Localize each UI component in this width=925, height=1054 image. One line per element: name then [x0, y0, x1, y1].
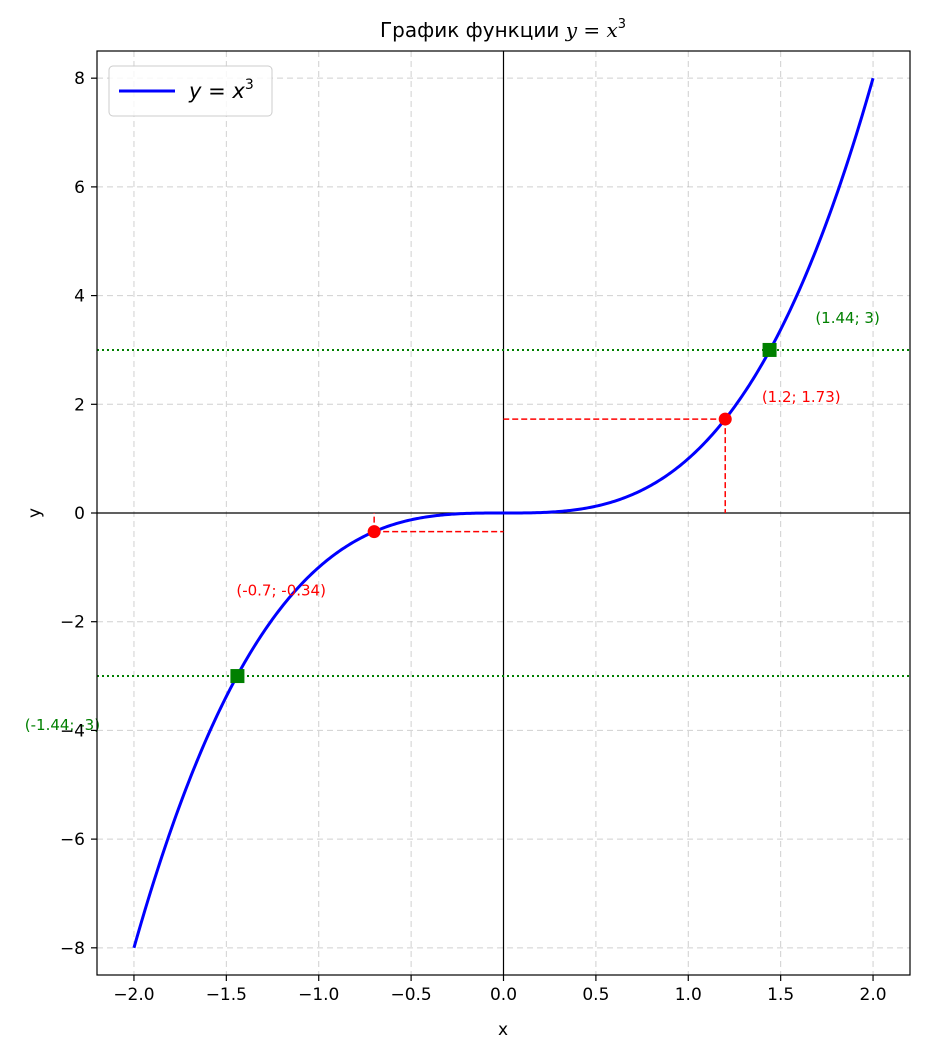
chart-title: График функции y = x3 [380, 17, 626, 42]
y-tick-label: 8 [74, 69, 85, 89]
y-tick-label: 2 [74, 395, 85, 415]
legend-label-math: y = x [188, 79, 245, 103]
plot-content [97, 51, 910, 975]
x-tick-label: 2.0 [860, 985, 887, 1005]
y-tick-label: 6 [74, 178, 85, 198]
y-tick-label: −8 [60, 939, 85, 959]
data-point [718, 412, 732, 426]
plot-area: (-0.7; -0.34) (1.2; 1.73) (1.44; 3) (-1.44;… [25, 50, 911, 1005]
x-tick-label: −1.5 [206, 985, 247, 1005]
x-axis-label: x [498, 1020, 508, 1040]
x-tick-label: 0.5 [582, 985, 609, 1005]
data-label: (1.44; 3) [815, 309, 879, 327]
y-tick-label: 0 [74, 504, 85, 524]
data-point [762, 342, 777, 357]
x-tick-label: 1.5 [767, 985, 794, 1005]
data-point [367, 525, 381, 539]
legend: y = x3 [108, 65, 273, 117]
x-tick-label: −1.0 [298, 985, 339, 1005]
y-axis-label: y [25, 508, 45, 518]
y-tick-label: −2 [60, 613, 85, 633]
data-point [230, 669, 245, 684]
y-tick-label: −4 [60, 721, 85, 741]
data-label: (-0.7; -0.34) [236, 582, 326, 600]
legend-label: y = x3 [188, 77, 254, 103]
chart-title-prefix: График функции [380, 18, 566, 42]
chart-title-exponent: 3 [618, 17, 626, 32]
series-line [132, 77, 875, 949]
x-tick-label: −0.5 [390, 985, 431, 1005]
y-tick-label: −6 [60, 830, 85, 850]
x-tick-label: −2.0 [113, 985, 154, 1005]
data-label: (1.2; 1.73) [762, 388, 841, 406]
data-label: (-1.44; -3) [25, 716, 100, 734]
legend-box [108, 65, 273, 117]
y-tick-label: 4 [74, 287, 85, 307]
x-tick-label: 0.0 [490, 985, 517, 1005]
x-tick-label: 1.0 [675, 985, 702, 1005]
chart-title-math: y = x [565, 18, 618, 42]
legend-label-exponent: 3 [245, 77, 254, 93]
